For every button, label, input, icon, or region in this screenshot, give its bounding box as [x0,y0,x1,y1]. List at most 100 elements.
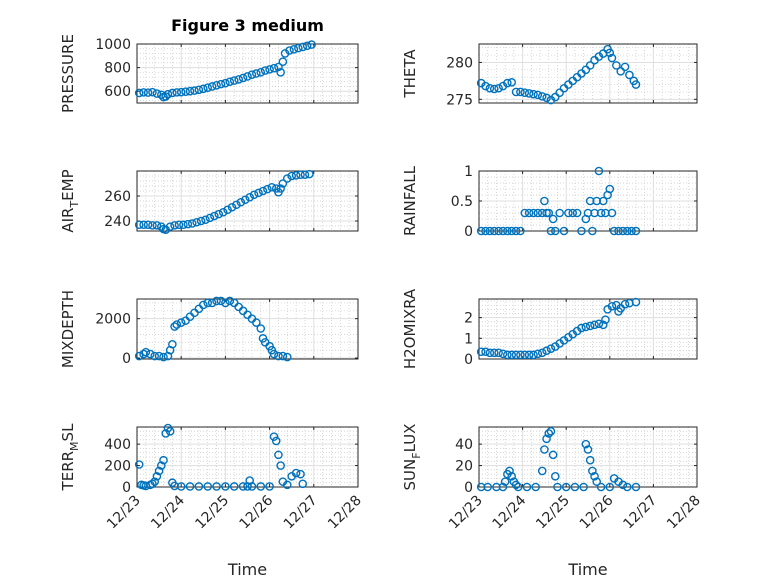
data-point-marker [278,57,288,67]
data-point-marker [282,352,292,362]
data-point-marker [300,170,310,180]
data-point-marker [581,65,591,75]
data-point-marker [194,482,204,491]
data-point-marker [269,349,279,359]
data-point-marker [537,466,547,476]
data-point-marker [531,482,540,492]
data-point-marker [581,439,591,449]
data-point-marker [174,220,184,230]
data-point-marker [207,298,217,308]
data-point-marker [533,90,543,100]
data-point-marker [503,78,512,88]
subplot-rainfall: 0 0.5 1 RAINFALL [401,164,698,240]
data-point-marker [305,169,314,179]
y-tick-label: 0.5 [451,194,473,210]
data-point-marker [481,347,490,357]
data-point-marker [489,226,499,236]
data-point-marker [592,477,602,486]
data-point-marker [287,171,297,181]
data-point-marker [520,350,530,360]
data-point-marker [577,323,586,333]
subplot-pressure: 600 800 1000 PRESSURE Figure 3 medium [59,16,359,113]
data-point-marker [298,479,308,489]
x-tick-label: 12/26 [577,492,617,532]
data-point-marker [302,41,312,51]
data-point-marker [616,66,626,76]
x-tick-label: 12/24 [490,492,530,532]
data-point-marker [533,208,543,218]
data-point-marker [148,479,157,489]
data-point-marker [520,88,530,97]
data-point-marker [198,84,208,94]
y-axis-label: SUNFLUX [401,424,423,491]
data-point-marker [548,450,558,460]
data-point-marker [152,221,162,230]
data-point-marker [221,482,230,491]
y-tick-label: 40 [455,437,473,453]
data-point-marker [548,214,558,224]
data-point-marker [537,348,547,358]
data-point-marker [276,461,285,470]
y-tick-label: 1 [464,331,473,347]
data-point-marker [216,296,226,306]
data-point-marker [134,351,144,361]
data-point-marker [537,92,547,101]
data-point-marker [159,455,168,465]
data-point-marker [276,68,285,77]
data-point-marker [143,88,153,97]
y-tick-label: 0 [464,480,473,496]
data-point-marker [218,207,228,217]
data-point-marker [568,208,578,218]
y-tick-label: 200 [104,459,131,475]
y-tick-label: 2000 [95,312,131,328]
data-point-marker [590,471,599,481]
data-point-marker [267,182,277,192]
data-point-marker [150,477,159,486]
data-point-marker [229,76,239,85]
data-point-marker [205,213,215,223]
data-point-marker [494,226,503,236]
data-point-marker [294,43,303,53]
data-point-marker [546,226,556,236]
data-point-marker [176,87,186,97]
data-point-marker [516,226,525,236]
data-point-marker [485,348,495,358]
data-point-marker [498,349,508,359]
axes-box [136,43,359,104]
data-point-marker [291,468,301,478]
data-point-marker [481,81,490,91]
y-tick-label: 275 [446,92,473,108]
data-point-marker [476,226,486,236]
y-axis-label: AIRTEMP [59,169,81,232]
data-point-marker [555,208,564,218]
y-tick-label: 600 [104,84,131,100]
data-point-marker [269,63,279,73]
data-point-marker [203,482,213,491]
data-point-marker [631,482,641,492]
data-point-marker [505,466,514,476]
data-point-marker [620,299,630,309]
data-point-marker [159,352,168,362]
data-point-marker [165,426,175,436]
data-point-marker [232,200,241,210]
data-point-marker [265,65,274,74]
x-tick-label: 12/25 [192,493,232,533]
data-point-marker [579,482,588,492]
subplot-mixdepth: 0 2000 MIXDEPTH [59,290,359,368]
data-point-marker [618,480,628,490]
data-point-marker [203,298,213,308]
axes-box [136,170,359,232]
y-tick-label: 0 [122,480,131,496]
y-axis-label: TERRMSL [59,423,81,492]
y-axis-label: THETA [401,49,419,99]
data-point-marker [489,348,499,358]
data-point-marker [238,482,248,491]
data-point-marker [192,217,201,227]
data-point-marker [221,78,230,88]
data-point-marker [298,42,308,52]
data-point-marker [585,455,595,465]
subplot-terr-msl: 0 200 400 12/23 12/24 12/25 12/26 12/27 12/28 Tim… [59,423,365,579]
data-point-marker [152,89,162,98]
data-point-marker [143,220,153,230]
